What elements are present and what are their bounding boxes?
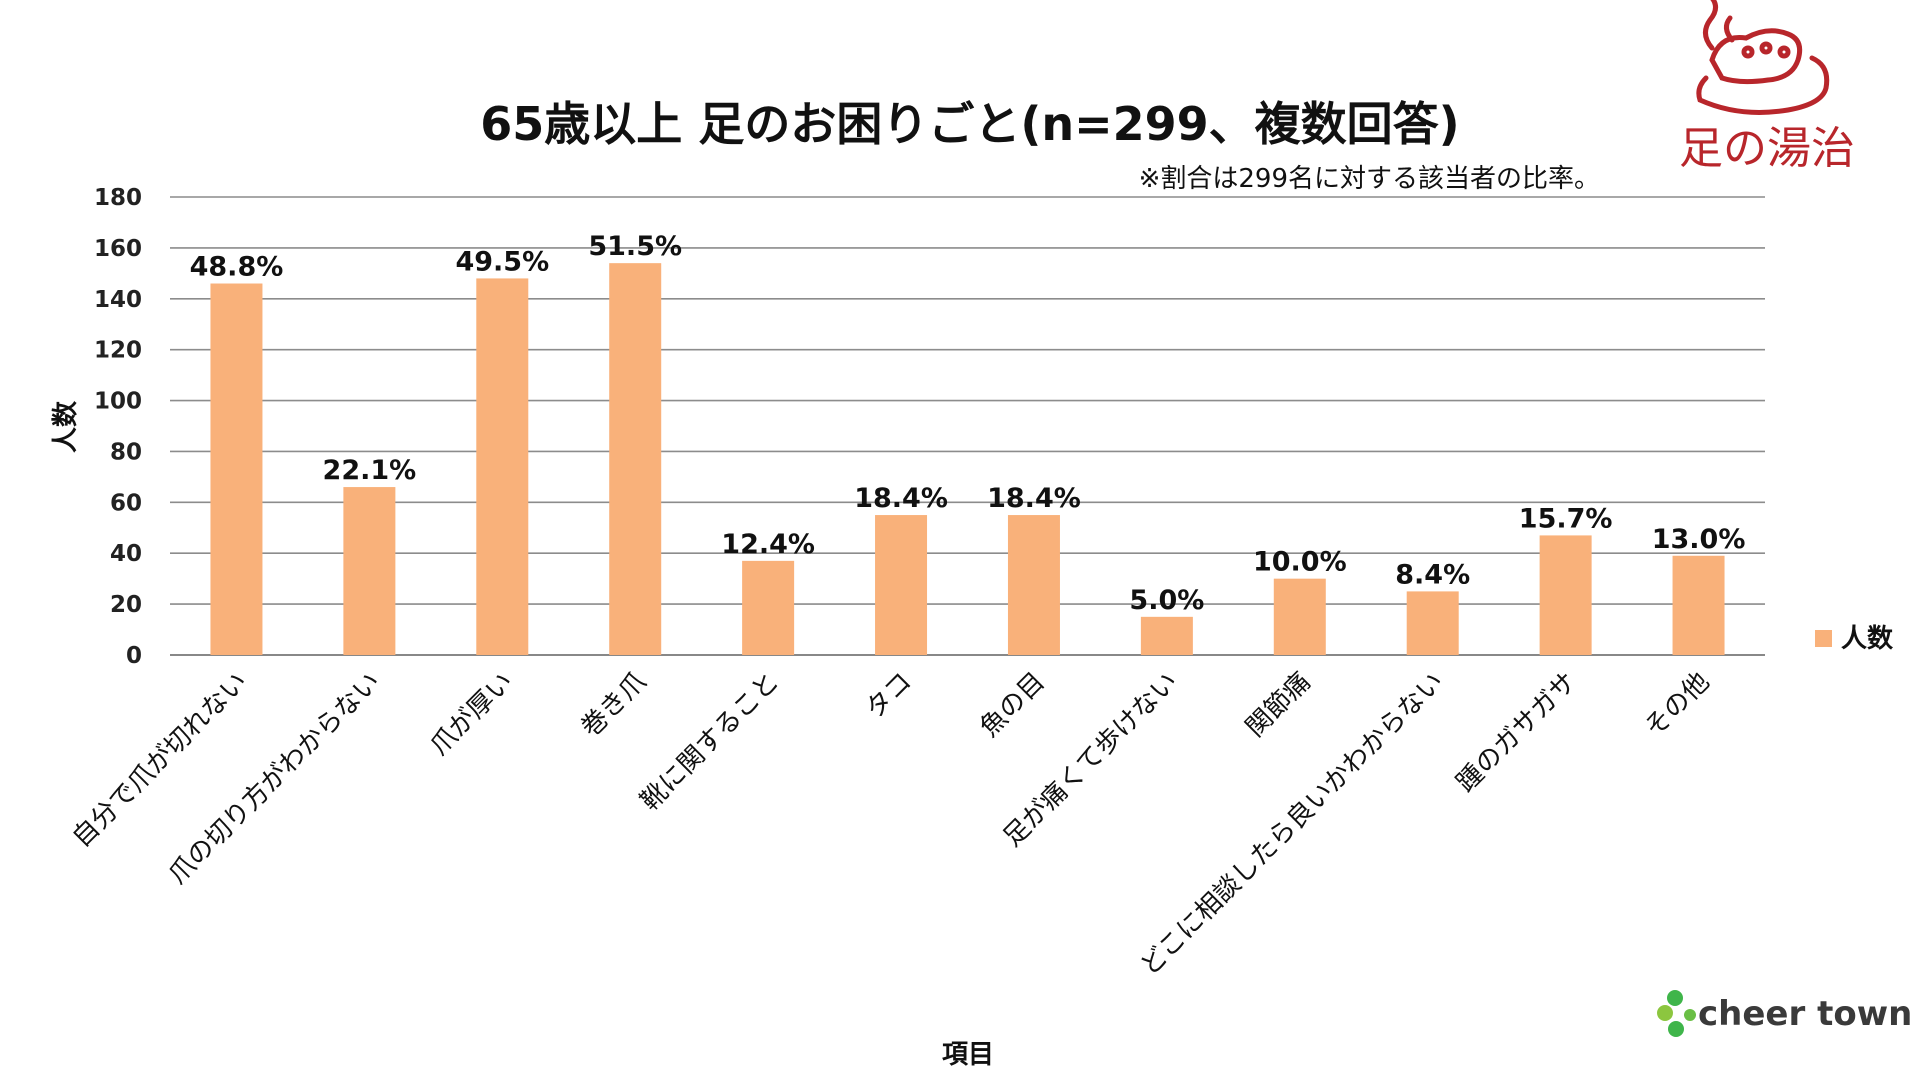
data-labels: 48.8% 22.1% 49.5% 51.5% 12.4% 18.4% 18.4% 5.0% 1… bbox=[190, 231, 1746, 616]
bar bbox=[609, 263, 662, 655]
y-axis-ticks: 0 20 40 60 80 100 120 140 160 180 bbox=[94, 185, 142, 669]
bar bbox=[1007, 515, 1060, 655]
chart-subtitle: ※割合は299名に対する該当者の比率。 bbox=[1139, 164, 1600, 194]
data-label: 5.0% bbox=[1129, 585, 1204, 616]
category-label: 魚の目 bbox=[975, 667, 1051, 743]
data-label: 18.4% bbox=[987, 483, 1081, 514]
bar bbox=[1273, 578, 1326, 655]
data-label: 22.1% bbox=[323, 455, 417, 486]
y-tick-label: 20 bbox=[110, 592, 142, 618]
category-label: 踵のガサガサ bbox=[1451, 667, 1583, 799]
data-label: 8.4% bbox=[1395, 559, 1470, 590]
legend-label: 人数 bbox=[1841, 624, 1894, 654]
legend-swatch bbox=[1815, 630, 1832, 647]
y-tick-label: 140 bbox=[94, 287, 142, 313]
y-tick-label: 0 bbox=[126, 643, 142, 669]
bar bbox=[1672, 555, 1725, 655]
bar bbox=[210, 283, 263, 655]
bar bbox=[343, 487, 396, 655]
y-tick-label: 60 bbox=[110, 490, 142, 516]
foot-bath-icon bbox=[1696, 0, 1830, 115]
y-axis-title: 人数 bbox=[51, 400, 81, 453]
gridlines bbox=[170, 196, 1765, 656]
bar bbox=[1539, 535, 1592, 655]
data-label: 10.0% bbox=[1253, 547, 1347, 578]
bars bbox=[210, 263, 1725, 655]
data-label: 51.5% bbox=[588, 231, 682, 262]
bar bbox=[1140, 616, 1193, 655]
bar bbox=[875, 515, 928, 655]
x-axis-title: 項目 bbox=[942, 1040, 994, 1070]
y-tick-label: 100 bbox=[94, 389, 142, 415]
y-tick-label: 120 bbox=[94, 338, 142, 364]
y-tick-label: 40 bbox=[110, 541, 142, 567]
data-label: 18.4% bbox=[854, 483, 948, 514]
bar bbox=[476, 278, 529, 655]
legend: 人数 bbox=[1815, 624, 1894, 654]
leaf-icon bbox=[1657, 990, 1696, 1037]
cheer-town-wordmark: cheer town bbox=[1698, 994, 1912, 1034]
data-label: 13.0% bbox=[1652, 524, 1746, 555]
y-tick-label: 160 bbox=[94, 236, 142, 262]
chart-title: 65歳以上 足のお困りごと(n=299、複数回答) bbox=[480, 97, 1459, 151]
category-label: 巻き爪 bbox=[576, 667, 652, 743]
ashi-no-touji-logo: 足の湯治 bbox=[1679, 0, 1855, 174]
cheer-town-logo: cheer town bbox=[1657, 990, 1912, 1037]
category-label: 靴に関すること bbox=[635, 667, 785, 817]
category-label: タコ bbox=[860, 667, 918, 725]
y-tick-label: 80 bbox=[110, 439, 142, 465]
category-label: どこに相談したら良いかわからない bbox=[1135, 667, 1450, 982]
category-label: 爪が厚い bbox=[424, 667, 519, 762]
data-label: 49.5% bbox=[455, 246, 549, 277]
data-label: 48.8% bbox=[190, 252, 284, 283]
category-label: その他 bbox=[1639, 667, 1715, 743]
category-label: 爪の切り方がわからない bbox=[163, 667, 386, 890]
ashi-no-touji-wordmark: 足の湯治 bbox=[1679, 123, 1855, 174]
bar bbox=[742, 560, 795, 655]
y-tick-label: 180 bbox=[94, 185, 142, 211]
data-label: 15.7% bbox=[1519, 503, 1613, 534]
category-label: 関節痛 bbox=[1240, 667, 1316, 743]
bar bbox=[1406, 591, 1459, 655]
data-label: 12.4% bbox=[721, 529, 815, 560]
